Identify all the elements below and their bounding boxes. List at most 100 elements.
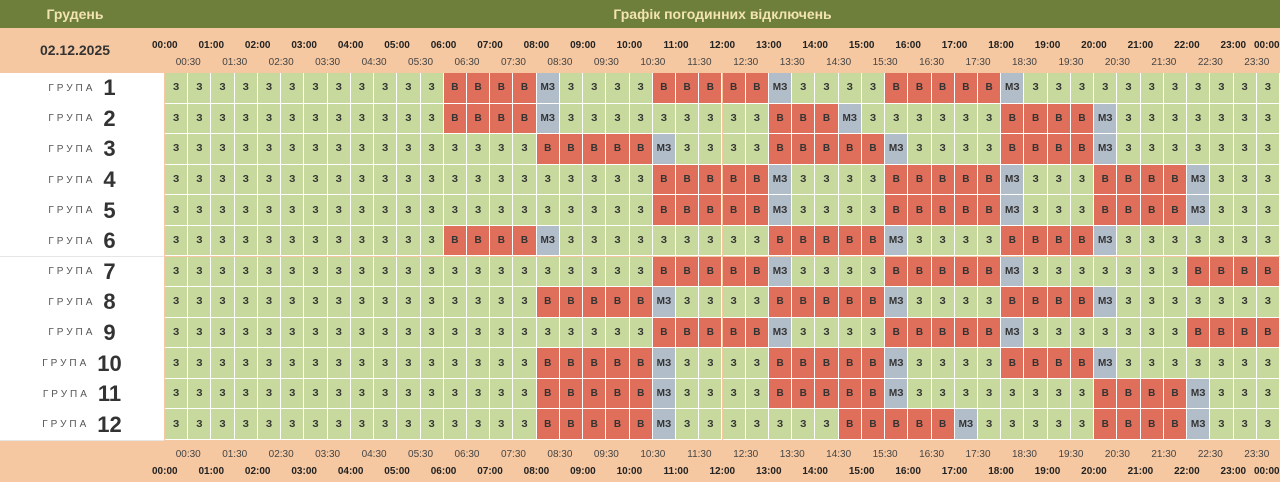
- schedule-cell: З: [374, 409, 398, 440]
- schedule-cell: В: [1024, 348, 1048, 379]
- hour-label: 18:00: [988, 39, 1014, 51]
- hour-label: 22:00: [1174, 39, 1200, 51]
- schedule-cell: З: [513, 256, 537, 288]
- schedule-cell: З: [559, 73, 584, 104]
- hour-label: 22:00: [1174, 465, 1200, 477]
- schedule-cell: В: [606, 348, 630, 379]
- schedule-cell: З: [722, 409, 746, 440]
- schedule-cell: МЗ: [768, 73, 793, 104]
- schedule-cell: З: [838, 256, 862, 288]
- schedule-cell: МЗ: [885, 134, 909, 165]
- schedule-cell: З: [466, 409, 491, 440]
- schedule-cell: З: [536, 256, 560, 288]
- schedule-cell: В: [1187, 256, 1211, 288]
- schedule-cell: В: [768, 378, 793, 410]
- schedule-cell: В: [745, 195, 769, 226]
- schedule-cell: З: [583, 195, 607, 226]
- schedule-cell: З: [1233, 225, 1257, 257]
- schedule-cell: З: [676, 348, 700, 379]
- schedule-cell: В: [931, 73, 955, 104]
- schedule-cell: З: [838, 73, 862, 104]
- schedule-cell: З: [234, 287, 258, 318]
- schedule-cell: В: [699, 73, 723, 104]
- schedule-cell: МЗ: [1001, 164, 1025, 196]
- schedule-cell: З: [397, 195, 421, 226]
- schedule-cell: З: [234, 256, 258, 288]
- schedule-cell: З: [165, 103, 189, 135]
- schedule-cell: З: [420, 378, 444, 410]
- schedule-cell: З: [304, 348, 328, 379]
- schedule-cell: В: [1047, 348, 1071, 379]
- schedule-cell: З: [792, 195, 816, 226]
- schedule-cell: З: [745, 287, 769, 318]
- half-hour-label: 19:30: [1058, 448, 1084, 460]
- schedule-cell: В: [559, 134, 584, 165]
- schedule-cell: З: [792, 409, 816, 440]
- schedule-cell: В: [490, 73, 514, 104]
- half-hour-label: 11:30: [687, 56, 712, 68]
- schedule-cell: МЗ: [1094, 103, 1118, 135]
- schedule-cell: З: [978, 348, 1002, 379]
- half-hour-label: 16:30: [919, 448, 945, 460]
- hour-label: 16:00: [895, 465, 921, 477]
- schedule-cell: З: [443, 287, 467, 318]
- schedule-cell: З: [188, 195, 212, 226]
- schedule-cell: З: [1070, 195, 1095, 226]
- schedule-cell: З: [629, 103, 653, 135]
- schedule-cell: З: [281, 287, 305, 318]
- schedule-cell: В: [722, 195, 746, 226]
- schedule-cell: З: [606, 256, 630, 288]
- schedule-cell: З: [954, 378, 978, 410]
- half-hour-label: 10:30: [640, 56, 666, 68]
- schedule-cell: З: [978, 103, 1002, 135]
- schedule-cell: З: [908, 134, 932, 165]
- schedule-cell: В: [885, 256, 909, 288]
- half-hour-label: 06:30: [454, 448, 480, 460]
- schedule-cell: З: [234, 134, 258, 165]
- schedule-cell: МЗ: [768, 164, 793, 196]
- schedule-cell: В: [861, 287, 886, 318]
- schedule-cell: З: [606, 195, 630, 226]
- schedule-cell: В: [1094, 195, 1118, 226]
- schedule-cell: З: [211, 378, 235, 410]
- hour-label: 02:00: [244, 39, 271, 51]
- schedule-cell: З: [722, 103, 746, 135]
- schedule-cell: В: [1024, 103, 1048, 135]
- hour-label: 21:00: [1127, 39, 1154, 51]
- schedule-cell: З: [1210, 348, 1234, 379]
- schedule-cell: З: [559, 195, 584, 226]
- schedule-cell: В: [838, 225, 862, 257]
- schedule-cell: В: [722, 164, 746, 196]
- schedule-cell: В: [1256, 256, 1280, 288]
- schedule-cell: З: [722, 225, 746, 257]
- group-label: ГРУПА: [42, 419, 90, 431]
- schedule-cell: В: [745, 164, 769, 196]
- schedule-cell: З: [211, 195, 235, 226]
- schedule-cell: В: [954, 164, 978, 196]
- half-hour-label: 04:30: [361, 56, 387, 68]
- schedule-cell: З: [978, 225, 1002, 257]
- group-label: ГРУПА: [48, 174, 96, 186]
- half-hour-label: 20:30: [1104, 56, 1130, 68]
- schedule-cell: З: [281, 225, 305, 257]
- schedule-cell: З: [1163, 73, 1188, 104]
- schedule-cell: З: [281, 409, 305, 440]
- schedule-cell: З: [745, 378, 769, 410]
- schedule-cell: З: [1024, 409, 1048, 440]
- schedule-cell: З: [490, 348, 514, 379]
- schedule-cell: З: [281, 378, 305, 410]
- schedule-cell: В: [466, 225, 491, 257]
- schedule-cell: З: [466, 195, 491, 226]
- schedule-cell: З: [1094, 317, 1118, 349]
- schedule-cell: В: [1140, 409, 1164, 440]
- group-number: 11: [97, 381, 122, 407]
- schedule-cell: З: [1140, 287, 1164, 318]
- schedule-cell: МЗ: [1094, 134, 1118, 165]
- schedule-cell: В: [931, 317, 955, 349]
- schedule-cell: З: [327, 378, 351, 410]
- schedule-cell: З: [374, 134, 398, 165]
- schedule-cell: В: [745, 73, 769, 104]
- schedule-cell: В: [583, 287, 607, 318]
- schedule-cell: З: [257, 73, 282, 104]
- schedule-cell: З: [490, 317, 514, 349]
